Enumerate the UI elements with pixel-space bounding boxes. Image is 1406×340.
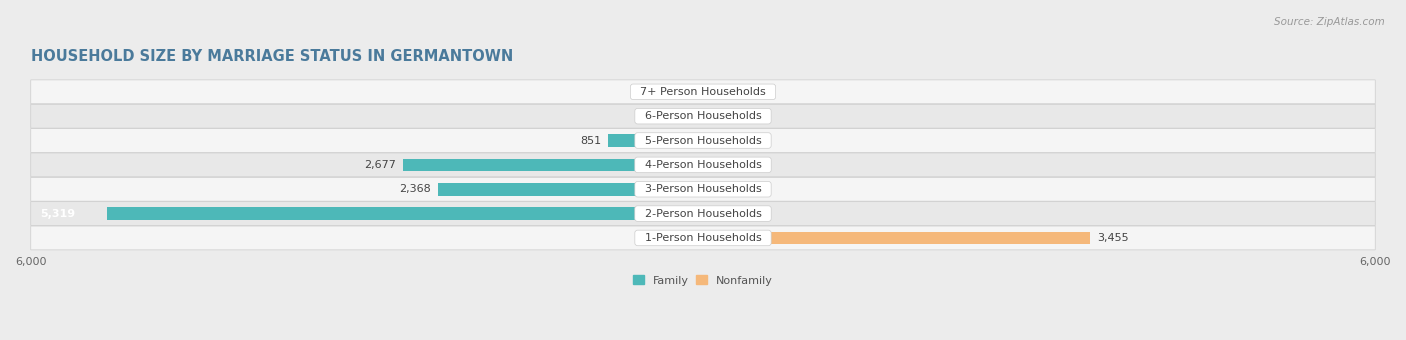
Bar xyxy=(703,232,1090,244)
Text: 168: 168 xyxy=(744,209,765,219)
Text: 7+ Person Households: 7+ Person Households xyxy=(633,87,773,97)
FancyBboxPatch shape xyxy=(31,104,1375,128)
Text: 2,677: 2,677 xyxy=(364,160,396,170)
FancyBboxPatch shape xyxy=(31,177,1375,201)
Bar xyxy=(703,110,737,122)
Text: 851: 851 xyxy=(579,136,600,146)
Text: 3-Person Households: 3-Person Households xyxy=(638,184,768,194)
Bar xyxy=(437,183,703,196)
FancyBboxPatch shape xyxy=(31,153,1375,177)
FancyBboxPatch shape xyxy=(31,202,1375,225)
Bar xyxy=(107,207,703,220)
FancyBboxPatch shape xyxy=(31,80,1375,104)
Text: 163: 163 xyxy=(657,87,678,97)
Text: 0: 0 xyxy=(744,111,751,121)
Text: 15: 15 xyxy=(744,184,758,194)
FancyBboxPatch shape xyxy=(31,226,1375,250)
Text: 6-Person Households: 6-Person Households xyxy=(638,111,768,121)
Text: 4-Person Households: 4-Person Households xyxy=(637,160,769,170)
Text: 1-Person Households: 1-Person Households xyxy=(638,233,768,243)
Text: 5,319: 5,319 xyxy=(39,209,75,219)
Bar xyxy=(703,134,737,147)
Text: 0: 0 xyxy=(744,87,751,97)
Bar xyxy=(404,158,703,171)
Text: HOUSEHOLD SIZE BY MARRIAGE STATUS IN GERMANTOWN: HOUSEHOLD SIZE BY MARRIAGE STATUS IN GER… xyxy=(31,49,513,64)
Text: 3,455: 3,455 xyxy=(1097,233,1129,243)
Text: Source: ZipAtlas.com: Source: ZipAtlas.com xyxy=(1274,17,1385,27)
FancyBboxPatch shape xyxy=(31,129,1375,152)
Bar xyxy=(703,158,704,171)
Bar xyxy=(703,183,704,196)
Bar xyxy=(703,207,721,220)
Text: 345: 345 xyxy=(637,111,658,121)
Legend: Family, Nonfamily: Family, Nonfamily xyxy=(633,275,773,286)
Text: 2-Person Households: 2-Person Households xyxy=(637,209,769,219)
Text: 2,368: 2,368 xyxy=(399,184,432,194)
Text: 5-Person Households: 5-Person Households xyxy=(638,136,768,146)
Bar xyxy=(703,85,737,98)
Text: 0: 0 xyxy=(744,136,751,146)
Text: 15: 15 xyxy=(744,160,758,170)
Bar xyxy=(685,85,703,98)
Bar xyxy=(607,134,703,147)
Bar xyxy=(665,110,703,122)
